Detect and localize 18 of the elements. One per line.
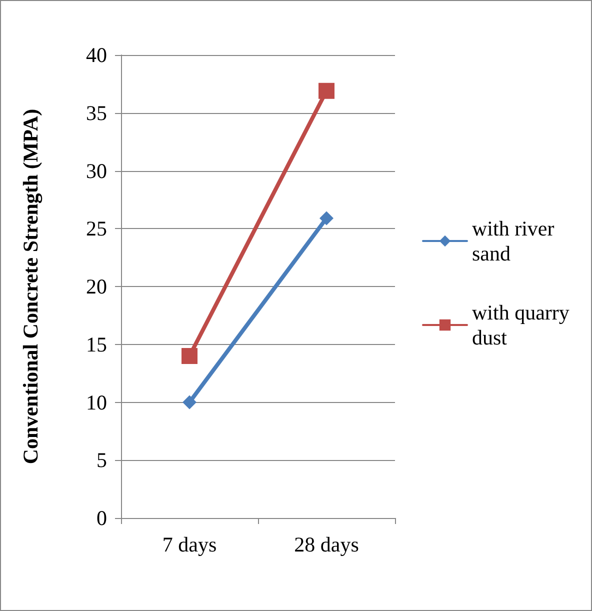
point (182, 348, 198, 364)
point (318, 82, 334, 99)
y-tick-label: 35 (86, 100, 107, 125)
legend-label: with river sand (472, 216, 560, 266)
point (320, 211, 334, 226)
x-tick-label: 7 days (162, 532, 217, 556)
y-tick-label: 25 (86, 216, 107, 241)
y-tick-label: 5 (96, 448, 107, 472)
y-tick-label: 40 (86, 43, 107, 67)
y-tick-label: 10 (86, 390, 107, 414)
legend-label: with quarry dust (472, 300, 575, 350)
y-tick-label: 30 (86, 158, 107, 183)
y-axis-title: Conventional Concrete Strength (MPA) (18, 108, 42, 464)
point (182, 395, 196, 410)
y-tick-label: 0 (96, 506, 107, 530)
y-tick-label: 15 (86, 332, 107, 356)
x-tick-label: 28 days (294, 532, 359, 556)
y-tick-label: 20 (86, 274, 107, 298)
